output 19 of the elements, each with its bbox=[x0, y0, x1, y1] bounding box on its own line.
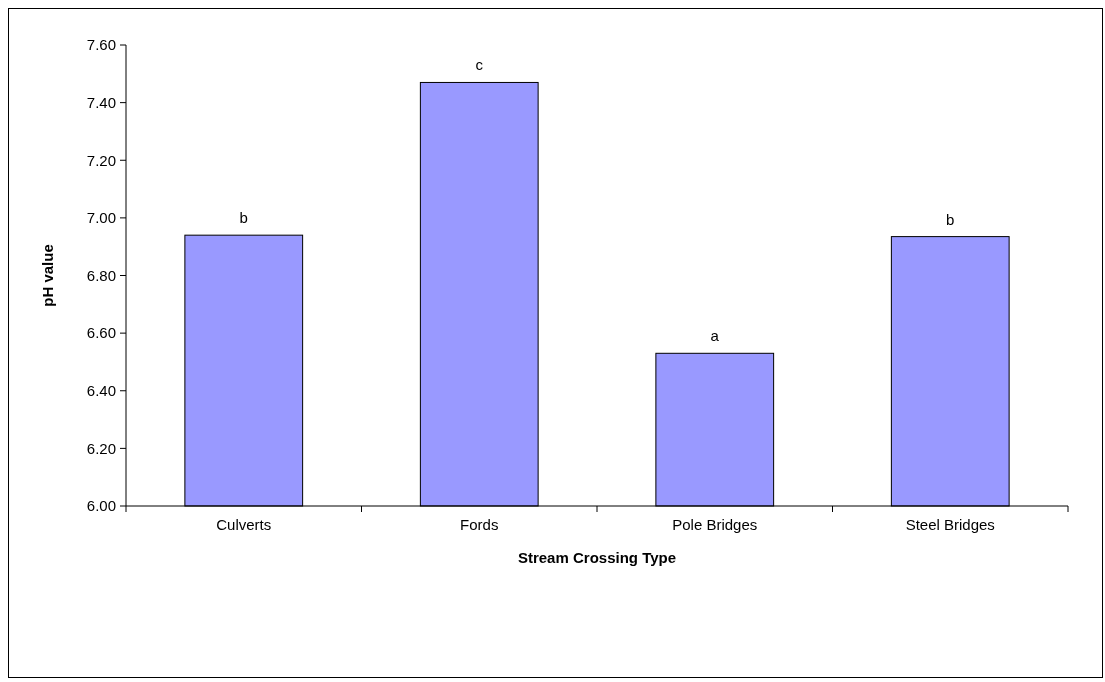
y-tick-label: 7.40 bbox=[86, 93, 116, 111]
y-tick-label: 7.00 bbox=[86, 209, 116, 227]
x-axis-title: Stream Crossing Type bbox=[517, 549, 677, 566]
annotation: b bbox=[946, 210, 955, 228]
y-tick-label: 7.20 bbox=[86, 151, 116, 169]
annotation: b bbox=[239, 209, 248, 227]
y-tick-label: 6.40 bbox=[86, 382, 116, 399]
y-tick-label: 7.60 bbox=[86, 36, 116, 54]
x-tick-label: Steel Bridges bbox=[905, 516, 995, 533]
y-axis-title: pH value bbox=[39, 244, 56, 307]
annotation: c bbox=[475, 56, 484, 74]
y-tick-label: 6.20 bbox=[86, 439, 116, 457]
y-tick-label: 6.00 bbox=[86, 497, 116, 515]
annotation: a bbox=[710, 327, 720, 345]
x-tick-label: Culverts bbox=[216, 516, 272, 533]
x-tick-label: Fords bbox=[460, 516, 499, 533]
x-tick-label: Pole Bridges bbox=[672, 516, 758, 533]
y-tick-label: 6.80 bbox=[86, 266, 116, 284]
y-tick-label: 6.60 bbox=[86, 324, 116, 342]
